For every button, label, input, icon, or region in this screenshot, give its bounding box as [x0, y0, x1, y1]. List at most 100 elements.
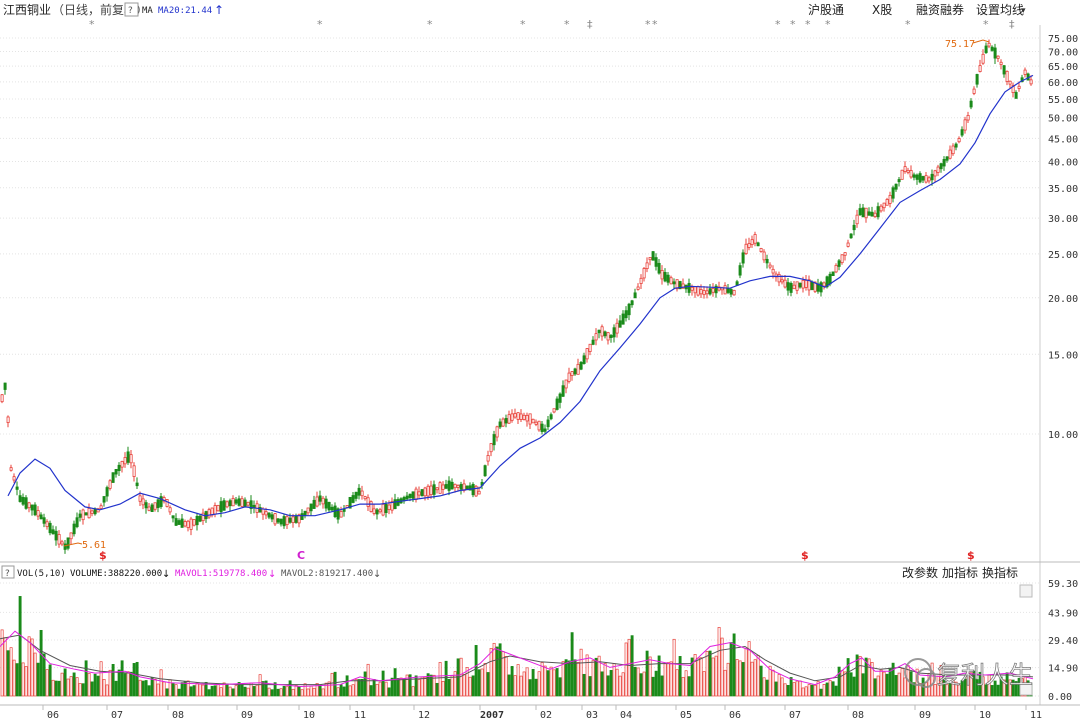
- volume-bar: [939, 665, 943, 697]
- volume-bar: [0, 629, 4, 697]
- candle-body: [879, 205, 883, 212]
- volume-bar: [3, 637, 7, 697]
- volume-bar: [840, 670, 844, 697]
- x-tick-label: 07: [789, 710, 801, 720]
- candle-body: [369, 501, 373, 512]
- candle-body: [603, 331, 607, 337]
- volume-bar: [732, 633, 736, 697]
- candle-body: [414, 488, 418, 500]
- candle-body: [45, 521, 49, 528]
- vol-help-icon[interactable]: [1, 565, 15, 579]
- volume-bar: [258, 674, 262, 697]
- volume-bar: [675, 669, 679, 697]
- volume-bar: [213, 685, 217, 697]
- candle-body: [681, 283, 685, 289]
- candle-body: [429, 485, 433, 496]
- candle-body: [435, 487, 439, 491]
- volume-bar: [795, 680, 799, 697]
- volume-bar: [489, 648, 493, 697]
- volume-bar: [15, 663, 19, 697]
- candle-body: [807, 279, 811, 291]
- volume-bar: [954, 681, 958, 697]
- candle-body: [0, 394, 4, 403]
- candle-body: [294, 515, 298, 523]
- candle-body: [891, 187, 895, 199]
- chevron-down-icon[interactable]: ▾: [1021, 6, 1026, 16]
- candle-body: [60, 541, 64, 545]
- volume-bar: [687, 676, 691, 697]
- switch-indicator-button[interactable]: 换指标: [982, 565, 1018, 580]
- volume-bar: [132, 663, 136, 697]
- volume-bar: [843, 671, 847, 697]
- volume-bar: [792, 682, 796, 697]
- volume-bar: [891, 662, 895, 697]
- volume-bar: [126, 671, 130, 697]
- ma-label[interactable]: MA: [142, 6, 153, 16]
- volume-bar: [813, 684, 817, 697]
- candle-body: [225, 501, 229, 508]
- volume-bar: [897, 672, 901, 697]
- candle-body: [219, 501, 223, 513]
- volume-bar: [510, 666, 514, 697]
- set-ma-button[interactable]: 设置均线: [976, 3, 1024, 17]
- volume-bar: [483, 663, 487, 697]
- candle-body: [309, 503, 313, 512]
- candle-body: [138, 495, 142, 502]
- candle-body: [534, 421, 538, 425]
- volume-bar: [87, 672, 91, 697]
- candle-body: [240, 498, 244, 507]
- volume-bar: [702, 671, 706, 697]
- volume-bar: [768, 665, 772, 697]
- scroll-down-button[interactable]: [1019, 682, 1033, 696]
- volume-bar: [603, 663, 607, 697]
- volume-bar: [216, 684, 220, 697]
- volume-bar: [111, 664, 115, 697]
- scroll-up-button[interactable]: [1019, 584, 1033, 598]
- scroll-buttons[interactable]: [1019, 584, 1033, 696]
- candle-body: [636, 286, 640, 290]
- candle-body: [234, 499, 238, 504]
- candle-body: [963, 119, 967, 131]
- x-stock-button[interactable]: X股: [872, 3, 892, 17]
- volume-bar: [93, 673, 97, 697]
- volume-bar: [75, 677, 79, 697]
- help-icon[interactable]: [124, 2, 139, 17]
- high-annotation-line: [972, 39, 990, 44]
- price-y-axis: 75.00 70.00 65.00 60.00 55.00 50.00 45.00 40.00…: [1048, 34, 1078, 441]
- volume-bar: [162, 681, 166, 697]
- volume-bar: [24, 666, 28, 697]
- volume-value: VOLUME:388220.000: [70, 569, 162, 579]
- volume-bar: [690, 657, 694, 697]
- candle-body: [456, 484, 460, 488]
- add-indicator-button[interactable]: 加指标: [942, 565, 978, 580]
- candle-body: [387, 504, 391, 511]
- volume-bar: [672, 638, 676, 697]
- volume-bar: [726, 662, 730, 697]
- volume-bar: [51, 679, 55, 697]
- vol-indicator-name: VOL(5,10): [17, 569, 66, 579]
- event-star-icon: *: [652, 18, 658, 31]
- volume-bar: [834, 685, 838, 697]
- candle-body: [576, 363, 580, 375]
- margin-trading-button[interactable]: 融资融券: [916, 2, 964, 17]
- candle-body: [105, 487, 109, 497]
- candle-body: [756, 242, 760, 247]
- volume-bar: [639, 673, 643, 697]
- candle-body: [702, 290, 706, 296]
- candle-body: [990, 46, 994, 51]
- candle-body: [606, 332, 610, 341]
- candle-body: [288, 517, 292, 523]
- candle-body: [591, 339, 595, 345]
- candle-body: [432, 484, 436, 495]
- price-y-tick: 25.00: [1048, 250, 1078, 261]
- volume-bar: [618, 675, 622, 697]
- candle-body: [339, 511, 343, 518]
- volume-bar: [717, 627, 721, 697]
- candle-body: [342, 508, 346, 512]
- candle-body: [900, 169, 904, 180]
- hk-connect-button[interactable]: 沪股通: [808, 3, 844, 17]
- change-params-button[interactable]: 改参数: [902, 565, 938, 580]
- candle-body: [945, 156, 949, 161]
- wechat-logo-icon: [904, 658, 932, 686]
- candle-body: [120, 461, 124, 468]
